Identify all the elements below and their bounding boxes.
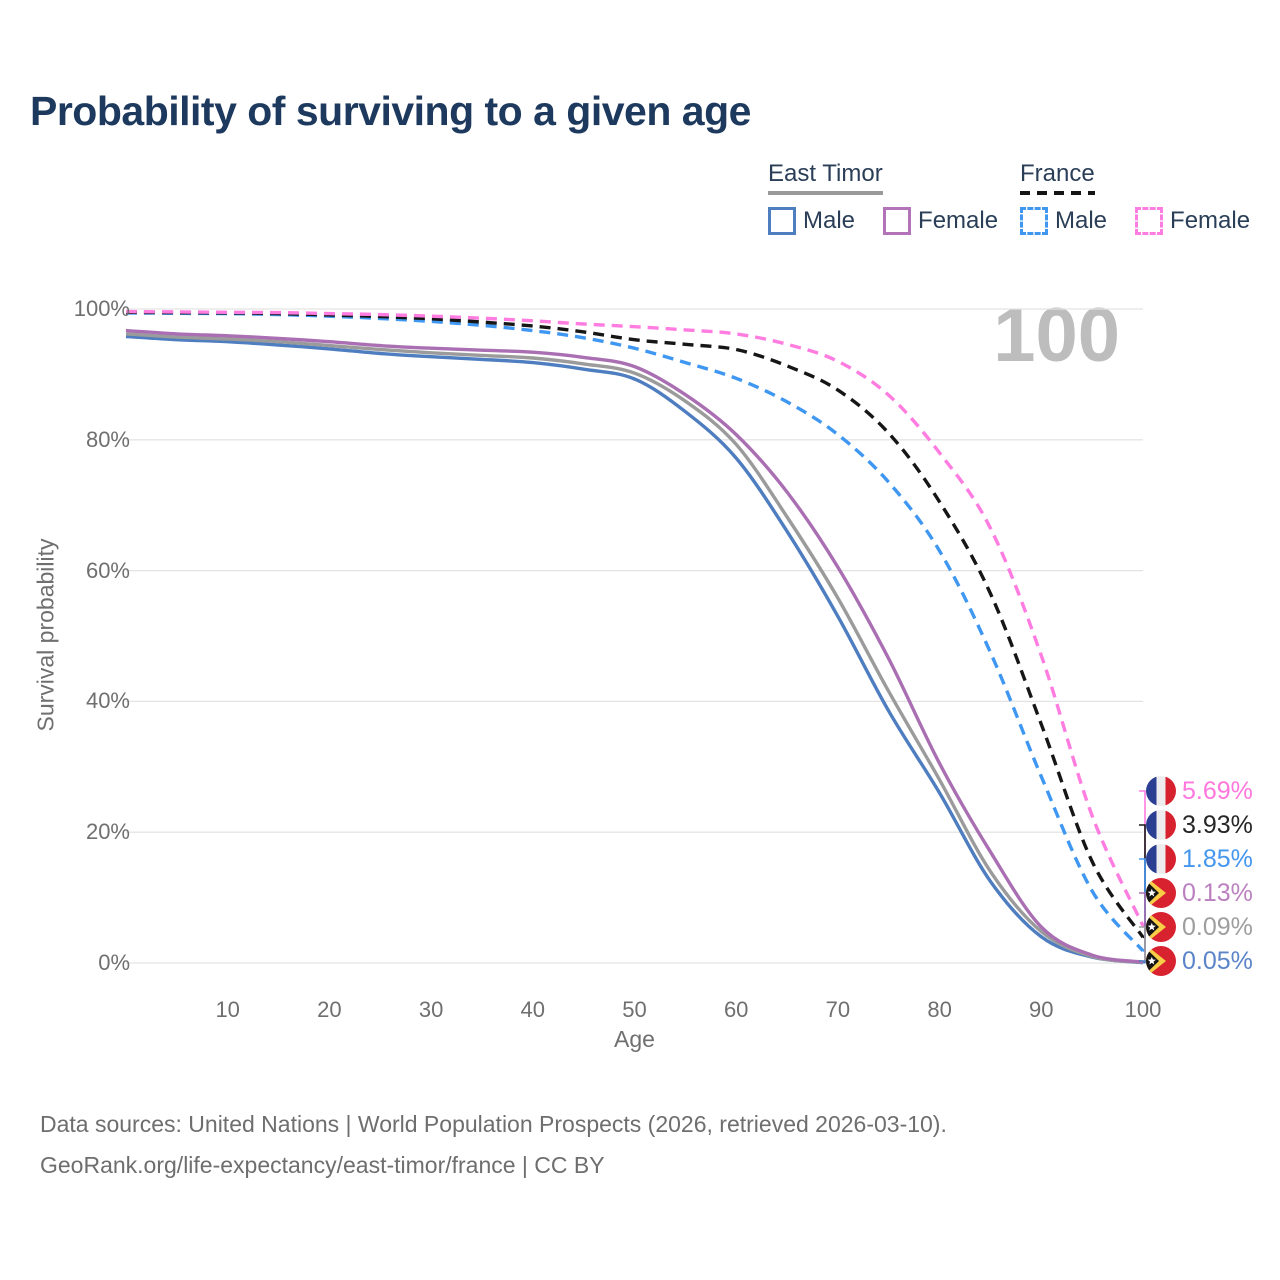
end-label-east-timor-male: 0.05% — [1146, 945, 1253, 977]
series-line-france[interactable] — [125, 310, 1145, 939]
legend-item-label: Male — [1055, 207, 1108, 234]
end-label-france: 3.93% — [1146, 809, 1253, 841]
legend-swatch-france-female — [1135, 207, 1164, 235]
legend-item-france-female[interactable]: Female — [1135, 207, 1250, 235]
end-label-connector-france — [1139, 824, 1146, 939]
y-axis-title: Survival probability — [32, 538, 59, 732]
x-tick-70: 70 — [825, 997, 851, 1022]
source-url-line: GeoRank.org/life-expectancy/east-timor/f… — [40, 1152, 605, 1178]
x-tick-40: 40 — [520, 997, 546, 1022]
page-title: Probability of surviving to a given age — [30, 88, 751, 134]
x-tick-20: 20 — [317, 997, 342, 1022]
legend-swatch-east-timor-male — [768, 207, 796, 235]
legend-group-label-east-timor[interactable]: East Timor — [768, 160, 883, 187]
x-axis-title: Age — [614, 1026, 655, 1052]
x-tick-10: 10 — [215, 997, 240, 1022]
legend-item-label: Male — [803, 207, 856, 234]
x-tick-100: 100 — [1124, 997, 1162, 1022]
data-sources-line: Data sources: United Nations | World Pop… — [40, 1111, 947, 1137]
end-label-east-timor: 0.09% — [1146, 911, 1253, 943]
legend-group-east-timor: East Timor Male Female — [768, 160, 998, 235]
hover-age-watermark: 100 — [993, 293, 1120, 378]
y-tick-40%: 40% — [85, 688, 130, 714]
x-tick-30: 30 — [418, 997, 444, 1022]
legend-item-label: Female — [918, 207, 999, 234]
east-timor-flag-icon — [1146, 946, 1176, 976]
legend-line-sample-france — [1020, 191, 1095, 195]
east-timor-flag-icon — [1146, 878, 1176, 908]
y-tick-80%: 80% — [85, 426, 130, 452]
end-value-label: 0.09% — [1182, 913, 1253, 941]
end-label-france-female: 5.69% — [1146, 775, 1253, 807]
end-value-label: 5.69% — [1182, 777, 1253, 805]
legend-item-label: Female — [1170, 207, 1251, 234]
legend-swatch-east-timor-female — [883, 207, 912, 235]
france-flag-icon — [1146, 776, 1176, 806]
legend-item-east-timor-female[interactable]: Female — [883, 207, 998, 235]
y-tick-60%: 60% — [85, 557, 130, 583]
france-flag-icon — [1146, 844, 1176, 874]
series-line-east-timor-female[interactable] — [125, 328, 1144, 964]
legend-line-sample-east-timor — [768, 191, 883, 195]
legend-swatch-france-male — [1020, 207, 1048, 235]
legend-item-france-male[interactable]: Male — [1020, 207, 1107, 235]
x-tick-80: 80 — [927, 997, 952, 1022]
legend-group-france: France Male Female — [1020, 160, 1250, 235]
x-tick-90: 90 — [1029, 997, 1054, 1022]
end-value-label: 0.05% — [1182, 947, 1253, 975]
france-flag-icon — [1146, 810, 1176, 840]
end-value-label: 1.85% — [1182, 845, 1253, 873]
legend-item-east-timor-male[interactable]: Male — [768, 207, 855, 235]
east-timor-flag-icon — [1146, 912, 1176, 942]
series-line-east-timor[interactable] — [125, 332, 1144, 965]
y-tick-0%: 0% — [98, 950, 130, 975]
end-label-east-timor-female: 0.13% — [1146, 877, 1253, 909]
legend-group-label-france[interactable]: France — [1020, 160, 1095, 187]
series-line-france-male[interactable] — [125, 311, 1145, 953]
end-label-connector-east-timor-male — [1139, 960, 1146, 964]
series-line-east-timor-male[interactable] — [125, 334, 1144, 965]
x-tick-50: 50 — [622, 997, 647, 1022]
footer: Data sources: United Nations | World Pop… — [40, 1104, 947, 1186]
end-value-label: 0.13% — [1182, 879, 1253, 907]
y-tick-100%: 100% — [73, 296, 130, 321]
end-value-label: 3.93% — [1182, 811, 1253, 839]
end-label-france-male: 1.85% — [1146, 843, 1253, 875]
y-tick-20%: 20% — [85, 819, 130, 845]
x-tick-60: 60 — [723, 997, 749, 1022]
series-line-france-female[interactable] — [125, 309, 1145, 927]
